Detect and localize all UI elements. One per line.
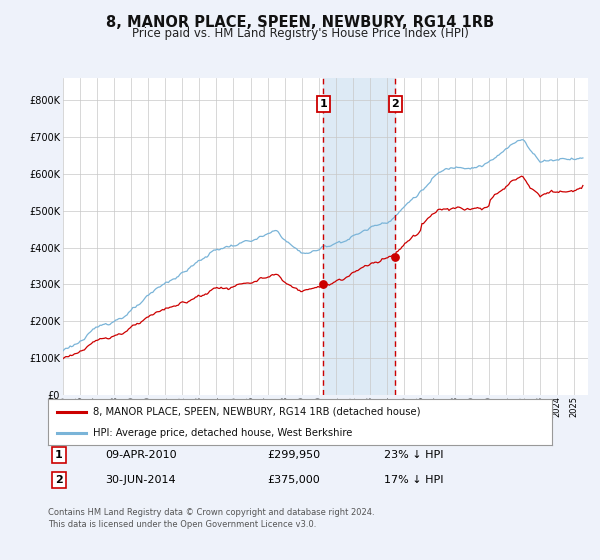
Text: 1: 1 <box>55 450 62 460</box>
Text: 1: 1 <box>319 99 327 109</box>
Text: 8, MANOR PLACE, SPEEN, NEWBURY, RG14 1RB (detached house): 8, MANOR PLACE, SPEEN, NEWBURY, RG14 1RB… <box>94 407 421 417</box>
Text: HPI: Average price, detached house, West Berkshire: HPI: Average price, detached house, West… <box>94 428 353 438</box>
Text: 23% ↓ HPI: 23% ↓ HPI <box>384 450 443 460</box>
Bar <box>323 78 395 395</box>
Text: Contains HM Land Registry data © Crown copyright and database right 2024.
This d: Contains HM Land Registry data © Crown c… <box>48 508 374 529</box>
Text: Price paid vs. HM Land Registry's House Price Index (HPI): Price paid vs. HM Land Registry's House … <box>131 27 469 40</box>
Text: 09-APR-2010: 09-APR-2010 <box>105 450 176 460</box>
Text: 8, MANOR PLACE, SPEEN, NEWBURY, RG14 1RB: 8, MANOR PLACE, SPEEN, NEWBURY, RG14 1RB <box>106 15 494 30</box>
Text: 2: 2 <box>392 99 399 109</box>
Text: £299,950: £299,950 <box>267 450 320 460</box>
Text: 17% ↓ HPI: 17% ↓ HPI <box>384 475 443 485</box>
Text: 2: 2 <box>55 475 62 485</box>
Text: 30-JUN-2014: 30-JUN-2014 <box>105 475 176 485</box>
Point <box>391 253 400 262</box>
Text: £375,000: £375,000 <box>267 475 320 485</box>
Point <box>319 280 328 289</box>
